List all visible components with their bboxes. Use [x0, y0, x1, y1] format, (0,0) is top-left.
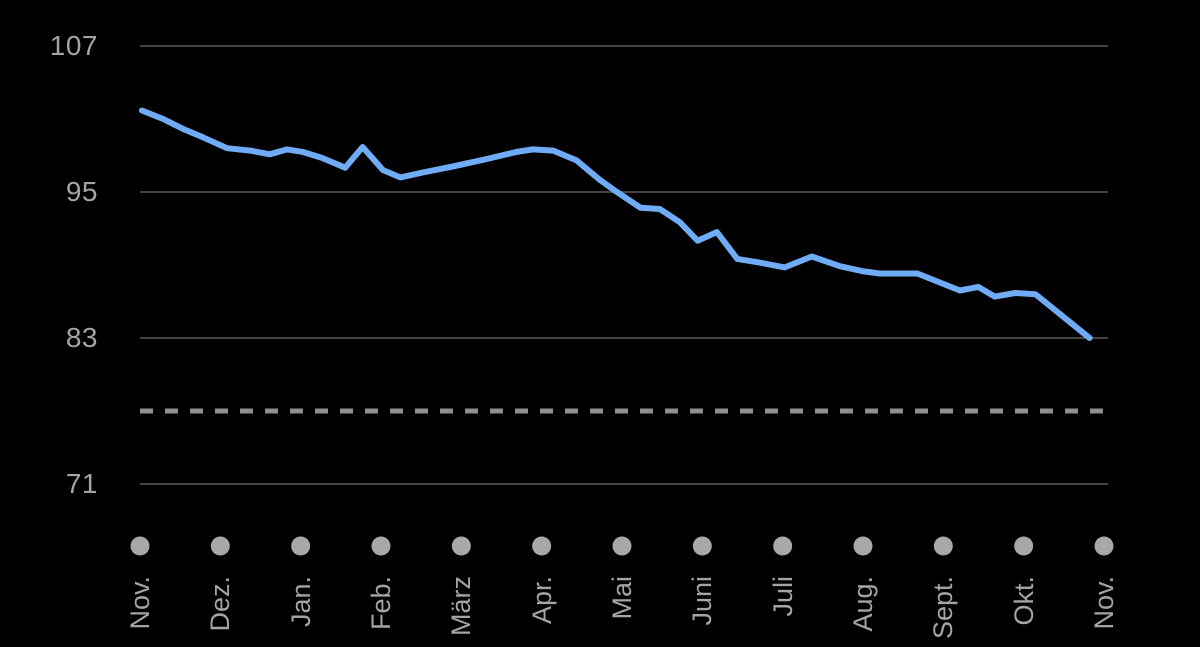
y-axis-tick-label: 71 — [65, 468, 98, 499]
x-axis-month-label: Dez. — [205, 576, 236, 632]
month-dot — [532, 536, 552, 556]
month-dot — [692, 536, 712, 556]
month-dot — [612, 536, 632, 556]
month-dot — [933, 536, 953, 556]
x-axis-month-label: Feb. — [366, 576, 396, 631]
month-dot — [1094, 536, 1114, 556]
month-dot — [773, 536, 793, 556]
x-axis-month-label: Okt. — [1008, 576, 1039, 626]
x-axis-month-label: Nov. — [125, 576, 155, 630]
month-dot — [291, 536, 311, 556]
trend-line — [138, 107, 1093, 341]
month-dot — [210, 536, 230, 556]
month-dot — [853, 536, 873, 556]
month-dot — [130, 536, 150, 556]
y-axis-tick-label: 107 — [49, 30, 98, 61]
x-axis-month-label: Apr. — [526, 576, 557, 625]
x-axis-month-label: Juni — [687, 576, 718, 626]
x-axis-month-label: Juli — [767, 576, 798, 617]
month-dot — [1014, 536, 1034, 556]
x-axis-month-label: Aug. — [848, 576, 878, 632]
x-axis-month-label: Mai — [607, 576, 637, 620]
month-dot — [451, 536, 471, 556]
y-axis-tick-label: 95 — [65, 176, 98, 207]
x-axis-month-label: März — [446, 576, 477, 636]
x-axis-month-label: Sept. — [928, 576, 959, 640]
month-dot — [371, 536, 391, 556]
y-axis-tick-label: 83 — [65, 322, 98, 353]
x-axis-month-label: Jan. — [285, 576, 316, 628]
x-axis-month-label: Nov. — [1089, 576, 1119, 630]
